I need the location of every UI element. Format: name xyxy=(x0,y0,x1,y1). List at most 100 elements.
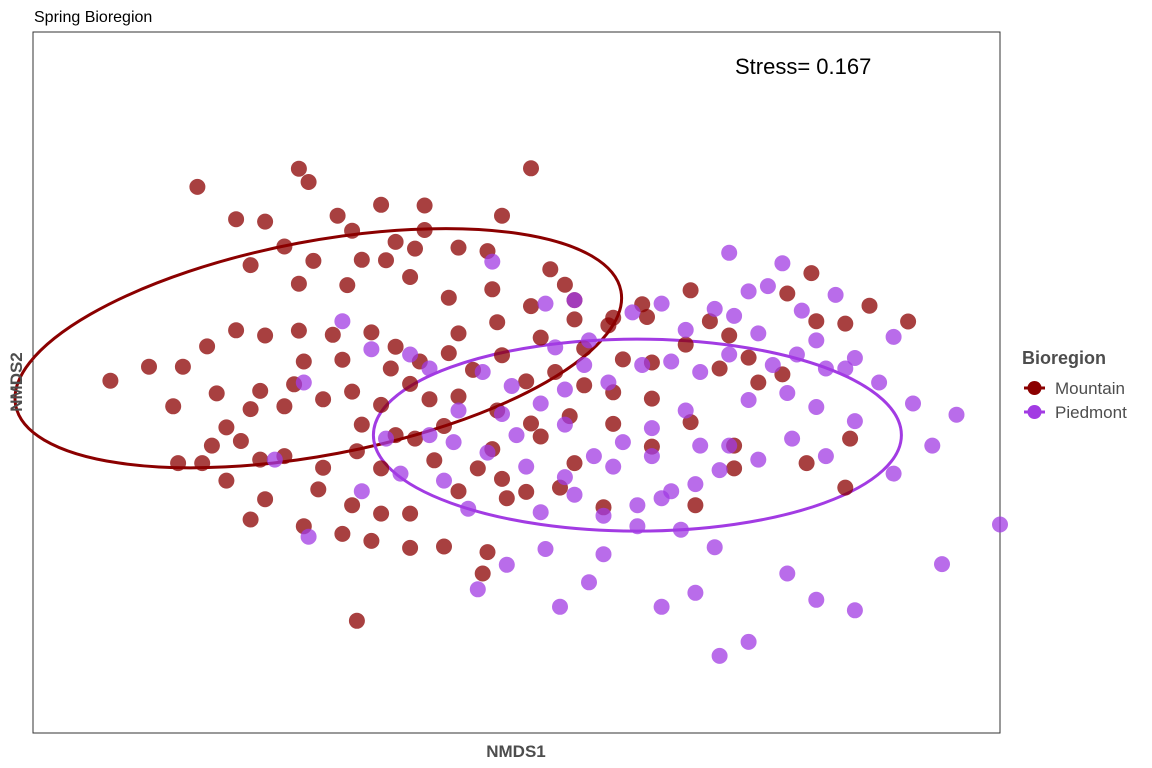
point-mountain-106 xyxy=(532,428,549,445)
point-mountain-19 xyxy=(523,298,539,315)
point-mountain-17 xyxy=(440,289,457,306)
point-piedmont-45 xyxy=(503,378,520,394)
point-mountain-45 xyxy=(518,373,535,390)
point-mountain-50 xyxy=(165,398,182,415)
point-piedmont-42 xyxy=(576,357,593,373)
point-piedmont-77 xyxy=(469,581,486,598)
point-mountain-18 xyxy=(484,281,501,298)
points-layer xyxy=(102,160,1008,664)
point-mountain-0 xyxy=(416,197,433,214)
point-piedmont-79 xyxy=(595,546,612,563)
point-mountain-65 xyxy=(315,459,332,476)
point-piedmont-72 xyxy=(740,633,757,650)
point-piedmont-44 xyxy=(532,395,549,412)
point-mountain-97 xyxy=(489,314,506,331)
point-mountain-57 xyxy=(402,375,419,392)
point-mountain-69 xyxy=(426,452,443,469)
point-piedmont-13 xyxy=(518,458,535,475)
point-mountain-107 xyxy=(566,455,583,472)
point-mountain-27 xyxy=(711,360,728,377)
point-piedmont-87 xyxy=(663,483,680,500)
point-piedmont-66 xyxy=(706,539,723,556)
point-mountain-75 xyxy=(344,497,361,514)
point-piedmont-18 xyxy=(378,430,394,447)
point-mountain-25 xyxy=(721,327,738,344)
point-piedmont-99 xyxy=(436,472,452,489)
point-piedmont-93 xyxy=(871,374,888,391)
point-mountain-77 xyxy=(402,505,419,522)
point-piedmont-69 xyxy=(779,565,796,582)
point-mountain-89 xyxy=(170,455,187,472)
legend-key-mountain xyxy=(1027,381,1042,395)
point-piedmont-9 xyxy=(643,420,660,437)
point-mountain-100 xyxy=(614,351,631,368)
point-mountain-36 xyxy=(257,327,274,344)
point-mountain-4 xyxy=(344,222,361,239)
x-axis-label: NMDS1 xyxy=(486,742,546,761)
point-mountain-127 xyxy=(378,252,394,269)
point-piedmont-73 xyxy=(711,647,728,664)
point-piedmont-23 xyxy=(629,518,646,535)
point-mountain-10 xyxy=(416,222,433,238)
point-mountain-83 xyxy=(436,538,452,555)
point-mountain-132 xyxy=(798,455,815,472)
legend-title: Bioregion xyxy=(1022,348,1106,368)
point-piedmont-76 xyxy=(581,574,597,591)
point-piedmont-30 xyxy=(885,465,902,482)
point-piedmont-85 xyxy=(827,286,844,303)
point-mountain-40 xyxy=(387,338,404,355)
point-piedmont-82 xyxy=(581,332,597,349)
point-piedmont-35 xyxy=(788,346,805,363)
point-mountain-8 xyxy=(542,261,559,278)
y-axis-label: NMDS2 xyxy=(7,352,26,412)
point-piedmont-14 xyxy=(479,444,496,461)
point-mountain-74 xyxy=(310,481,327,498)
point-piedmont-63 xyxy=(266,451,283,468)
point-piedmont-67 xyxy=(934,556,950,573)
point-piedmont-56 xyxy=(774,255,791,272)
point-piedmont-12 xyxy=(556,469,573,486)
point-mountain-81 xyxy=(363,532,380,549)
point-piedmont-62 xyxy=(295,374,312,391)
point-mountain-124 xyxy=(228,211,245,228)
point-mountain-53 xyxy=(276,398,293,415)
point-mountain-14 xyxy=(290,275,307,292)
point-mountain-58 xyxy=(421,391,438,408)
point-piedmont-3 xyxy=(846,413,863,430)
point-piedmont-80 xyxy=(629,497,646,514)
point-piedmont-95 xyxy=(726,307,743,324)
point-mountain-95 xyxy=(382,360,399,377)
legend-key-piedmont xyxy=(1027,405,1042,419)
point-piedmont-10 xyxy=(614,434,631,451)
point-mountain-71 xyxy=(494,470,510,487)
point-mountain-120 xyxy=(523,160,539,177)
stress-annotation: Stress= 0.167 xyxy=(735,54,871,79)
point-mountain-108 xyxy=(605,415,622,432)
point-piedmont-57 xyxy=(566,292,583,309)
point-mountain-59 xyxy=(450,388,467,405)
point-piedmont-5 xyxy=(779,385,796,401)
point-piedmont-58 xyxy=(537,295,554,312)
point-piedmont-38 xyxy=(692,364,709,380)
point-mountain-51 xyxy=(208,385,225,402)
point-piedmont-68 xyxy=(552,598,568,615)
point-piedmont-2 xyxy=(905,395,921,412)
point-piedmont-49 xyxy=(402,346,419,363)
point-mountain-138 xyxy=(566,311,583,328)
point-mountain-39 xyxy=(363,324,380,341)
point-mountain-2 xyxy=(257,213,274,230)
point-piedmont-4 xyxy=(808,399,825,415)
ellipse-mountain xyxy=(13,227,624,470)
point-piedmont-7 xyxy=(721,437,738,454)
point-mountain-38 xyxy=(324,326,341,343)
point-mountain-31 xyxy=(102,372,119,389)
point-mountain-119 xyxy=(300,174,317,190)
point-mountain-13 xyxy=(242,257,259,274)
point-mountain-85 xyxy=(518,483,535,500)
point-mountain-23 xyxy=(677,336,694,353)
point-piedmont-1 xyxy=(948,406,965,423)
point-piedmont-41 xyxy=(600,374,617,391)
point-piedmont-96 xyxy=(605,458,622,475)
point-mountain-136 xyxy=(687,497,704,514)
